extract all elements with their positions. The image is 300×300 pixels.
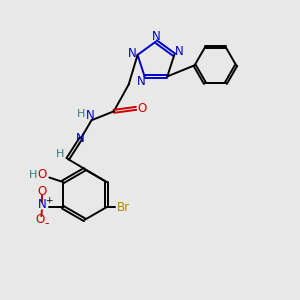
Text: Br: Br bbox=[117, 201, 130, 214]
Text: O: O bbox=[36, 213, 45, 226]
Text: N: N bbox=[175, 45, 184, 58]
Text: N: N bbox=[128, 47, 136, 60]
Text: H: H bbox=[77, 109, 85, 119]
Text: N: N bbox=[137, 75, 146, 88]
Text: N: N bbox=[38, 198, 46, 211]
Text: O: O bbox=[37, 185, 46, 198]
Text: +: + bbox=[45, 196, 52, 205]
Text: N: N bbox=[85, 109, 94, 122]
Text: H: H bbox=[29, 169, 37, 179]
Text: O: O bbox=[37, 168, 46, 181]
Text: O: O bbox=[137, 102, 147, 115]
Text: H: H bbox=[56, 148, 64, 158]
Text: N: N bbox=[152, 30, 160, 43]
Text: -: - bbox=[44, 217, 49, 230]
Text: N: N bbox=[76, 132, 85, 145]
